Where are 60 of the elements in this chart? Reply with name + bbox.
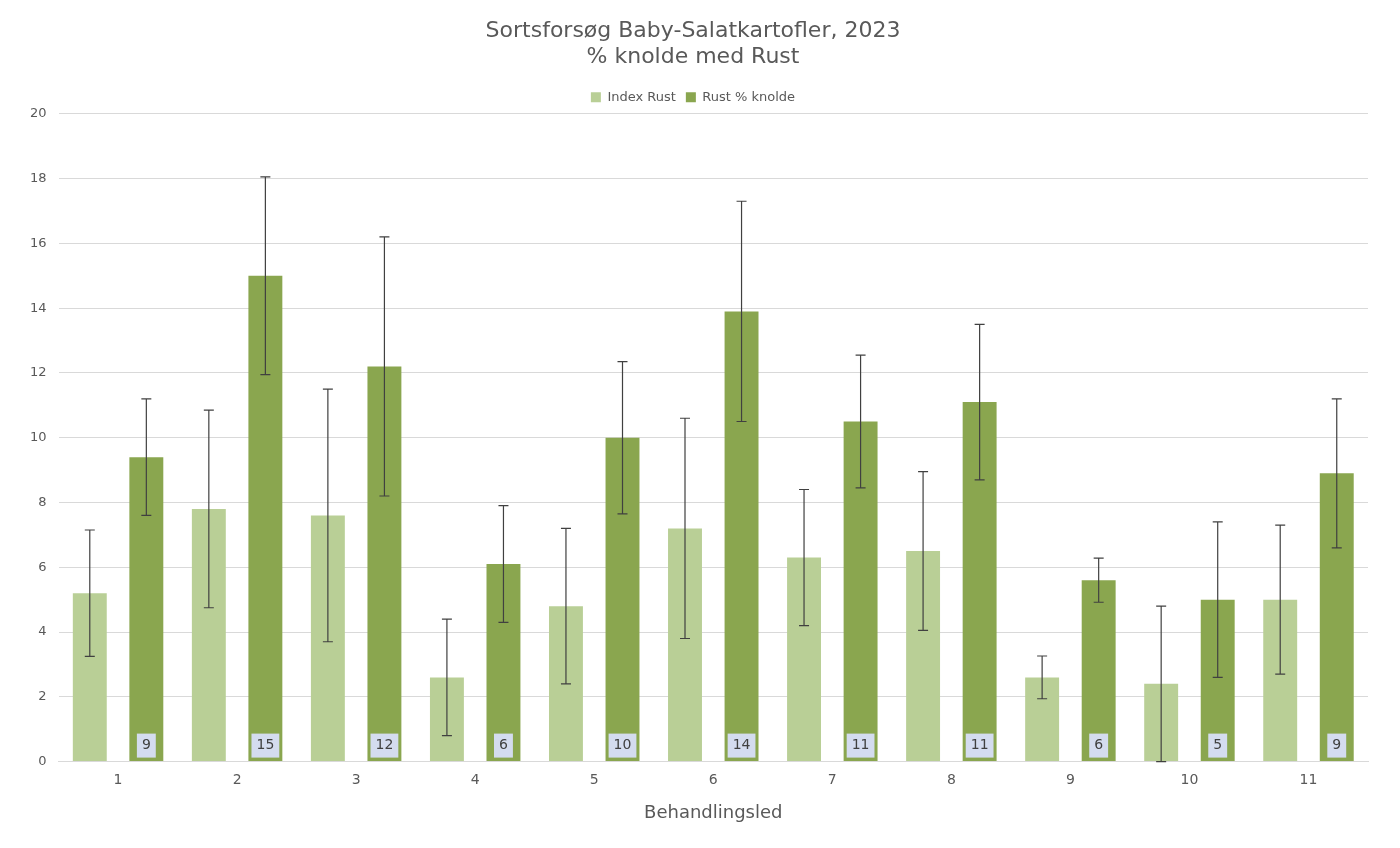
legend-label: Rust % knolde (702, 88, 796, 104)
bar (1319, 473, 1354, 762)
data-label: 14 (732, 736, 751, 753)
x-tick-label: 2 (232, 770, 242, 787)
data-label: 11 (851, 736, 870, 753)
bar (72, 593, 107, 762)
bar (1144, 683, 1179, 762)
y-tick-label: 6 (38, 558, 47, 574)
bar (191, 508, 226, 762)
x-tick-label: 3 (351, 770, 361, 787)
x-tick-label: 9 (1065, 770, 1075, 787)
y-tick-label: 8 (38, 493, 47, 509)
chart-subtitle: % knolde med Rust (586, 43, 800, 69)
bar (129, 457, 164, 762)
x-tick-label: 10 (1180, 770, 1199, 787)
y-tick-label: 18 (30, 169, 47, 185)
y-tick-label: 12 (30, 364, 47, 380)
legend-label: Index Rust (607, 88, 676, 104)
bar (548, 606, 583, 762)
data-label: 9 (141, 736, 151, 753)
data-label: 6 (1094, 736, 1104, 753)
y-tick-label: 4 (38, 623, 47, 639)
bar (668, 528, 702, 762)
x-axis-title: Behandlingsled (644, 800, 783, 822)
bar (906, 551, 941, 762)
bar (843, 421, 878, 762)
x-tick-label: 6 (708, 770, 718, 787)
data-label: 11 (970, 736, 989, 753)
y-tick-label: 16 (30, 234, 47, 250)
data-label: 12 (375, 736, 394, 753)
bar (605, 437, 640, 762)
x-tick-label: 8 (946, 770, 956, 787)
bar (724, 311, 759, 762)
y-tick-label: 2 (38, 688, 47, 704)
x-tick-label: 11 (1299, 770, 1318, 787)
bar (310, 515, 345, 762)
x-tick-label: 5 (589, 770, 599, 787)
bar (1081, 580, 1116, 762)
y-tick-label: 14 (30, 299, 47, 315)
data-label: 10 (613, 736, 632, 753)
x-tick-label: 1 (113, 770, 123, 787)
data-label: 5 (1213, 736, 1223, 753)
data-label: 6 (499, 736, 508, 753)
data-label: 15 (256, 736, 275, 753)
y-tick-label: 20 (30, 105, 47, 121)
bar (486, 564, 521, 762)
bar (367, 366, 402, 762)
bar (1263, 599, 1298, 762)
bar (429, 677, 464, 762)
bar (787, 557, 821, 762)
y-tick-label: 10 (30, 429, 47, 445)
bar (962, 402, 997, 762)
y-tick-label: 0 (38, 752, 47, 768)
bar (1200, 599, 1235, 762)
x-tick-label: 7 (827, 770, 837, 787)
x-tick-label: 4 (470, 770, 480, 787)
bar (1025, 677, 1060, 762)
bar (248, 275, 283, 762)
chart-title: Sortsforsøg Baby-Salatkartofler, 2023 (485, 16, 901, 42)
data-label: 9 (1332, 736, 1342, 753)
